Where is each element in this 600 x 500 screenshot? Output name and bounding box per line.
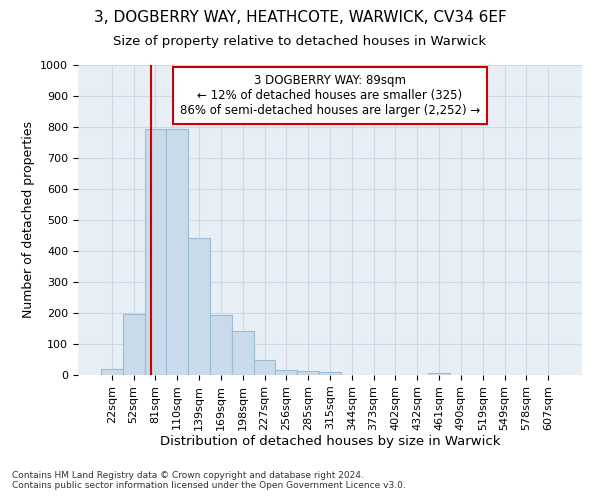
Bar xyxy=(254,360,275,375)
Bar xyxy=(166,129,188,375)
Bar xyxy=(101,370,123,375)
Bar xyxy=(319,372,341,375)
Bar xyxy=(428,372,450,375)
Bar xyxy=(297,371,319,375)
Text: 3, DOGBERRY WAY, HEATHCOTE, WARWICK, CV34 6EF: 3, DOGBERRY WAY, HEATHCOTE, WARWICK, CV3… xyxy=(94,10,506,25)
Text: Contains HM Land Registry data © Crown copyright and database right 2024.
Contai: Contains HM Land Registry data © Crown c… xyxy=(12,470,406,490)
Bar xyxy=(275,370,297,375)
Bar xyxy=(123,314,145,375)
X-axis label: Distribution of detached houses by size in Warwick: Distribution of detached houses by size … xyxy=(160,436,500,448)
Text: Size of property relative to detached houses in Warwick: Size of property relative to detached ho… xyxy=(113,35,487,48)
Y-axis label: Number of detached properties: Number of detached properties xyxy=(22,122,35,318)
Bar xyxy=(210,315,232,375)
Text: 3 DOGBERRY WAY: 89sqm
← 12% of detached houses are smaller (325)
86% of semi-det: 3 DOGBERRY WAY: 89sqm ← 12% of detached … xyxy=(180,74,480,118)
Bar xyxy=(232,330,254,375)
Bar xyxy=(145,129,166,375)
Bar xyxy=(188,238,210,375)
